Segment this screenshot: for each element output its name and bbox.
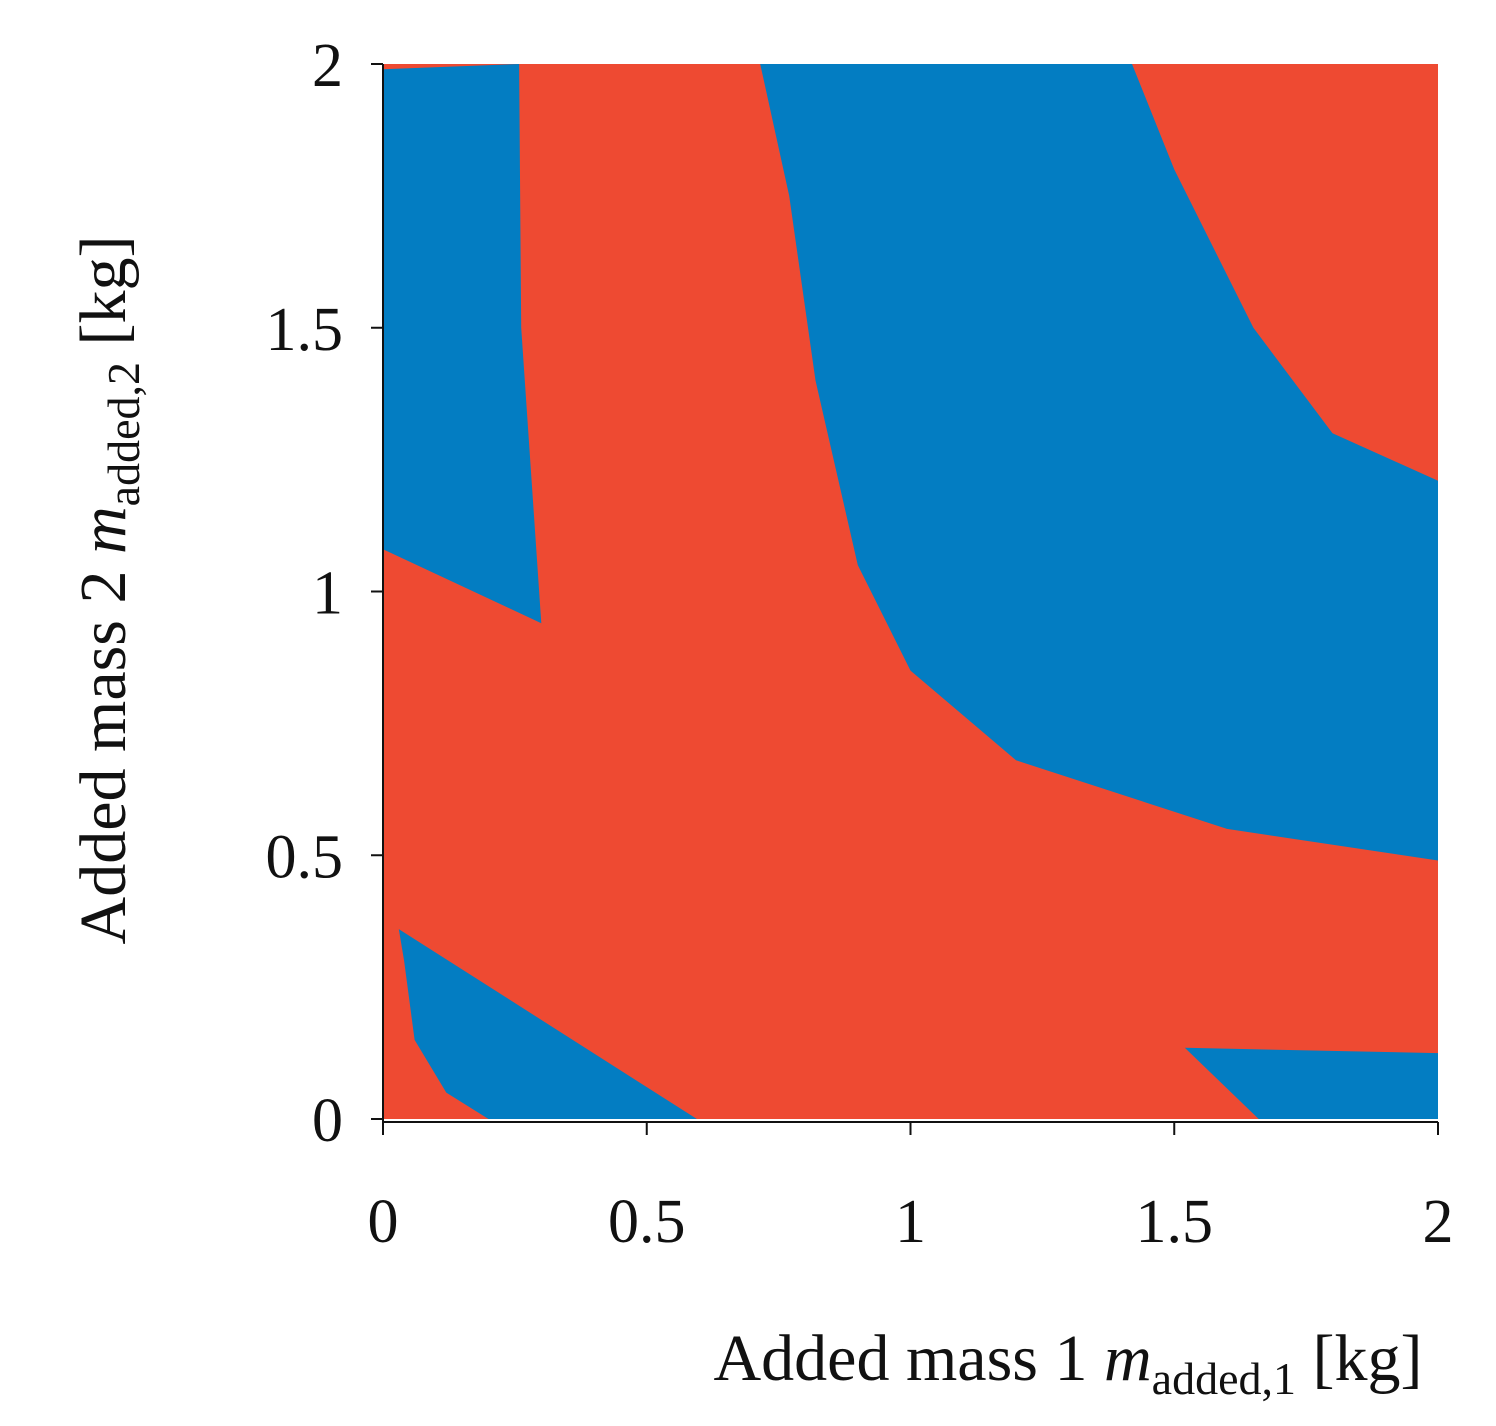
x-axis-title-prefix: Added mass 1 <box>714 1322 1104 1395</box>
y-axis-title-symbol: m <box>67 506 140 554</box>
y-tick-label: 0 <box>312 1087 343 1155</box>
x-tick-label: 0 <box>368 1188 399 1256</box>
region-bottom-right <box>1184 1047 1438 1119</box>
x-tick-label: 1 <box>895 1188 926 1256</box>
region-bottom-left <box>398 929 697 1119</box>
x-tick-label: 2 <box>1423 1188 1454 1256</box>
y-tick-label: 2 <box>312 32 343 100</box>
x-axis-title-symbol: m <box>1104 1322 1152 1395</box>
y-tick-label: 0.5 <box>266 823 344 891</box>
region-center-right <box>760 64 1438 861</box>
y-axis-title-suffix: [kg] <box>67 236 140 362</box>
x-axis-title-suffix: [kg] <box>1296 1322 1422 1395</box>
x-axis-title: Added mass 1 madded,1 [kg] <box>714 1322 1423 1404</box>
y-axis-title-subscript: added,2 <box>98 362 149 506</box>
x-tick-label: 0.5 <box>608 1188 686 1256</box>
chart-ticks: 0 0.5 1 1.5 2 0 0.5 1 1.5 2 <box>266 32 1454 1256</box>
chart-regions <box>383 64 1438 1119</box>
region-top-left <box>383 64 542 624</box>
y-axis-title: Added mass 2 madded,2 [kg] <box>67 236 149 945</box>
y-tick-label: 1.5 <box>266 296 344 364</box>
y-tick-label: 1 <box>312 560 343 628</box>
y-axis-title-prefix: Added mass 2 <box>67 554 140 944</box>
x-axis-title-subscript: added,1 <box>1152 1353 1296 1404</box>
x-tick-label: 1.5 <box>1136 1188 1214 1256</box>
